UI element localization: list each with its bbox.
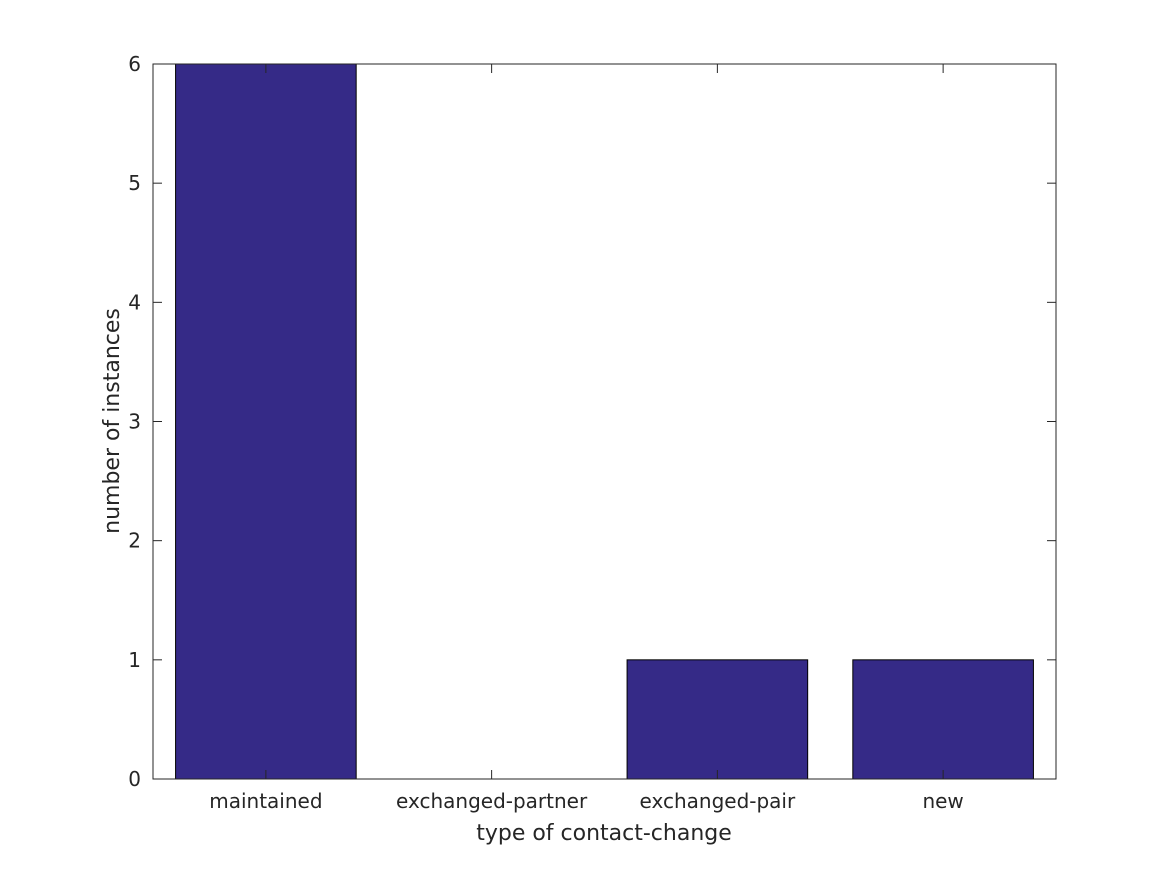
- bar-new: [852, 659, 1034, 780]
- y-tick-label: 3: [128, 410, 141, 434]
- x-tick-label: new: [922, 789, 963, 813]
- plot-area-frame: [152, 63, 1057, 780]
- x-axis-title: type of contact-change: [476, 821, 732, 846]
- bar-exchanged-pair: [626, 659, 809, 780]
- y-axis-title: number of instances: [100, 308, 125, 534]
- x-tick-label: exchanged-pair: [640, 789, 796, 813]
- x-tick-label: exchanged-partner: [396, 789, 588, 813]
- bar-maintained: [175, 63, 357, 780]
- y-tick-label: 6: [128, 52, 141, 76]
- x-tick-label: maintained: [209, 789, 322, 813]
- y-tick-label: 0: [128, 767, 141, 791]
- y-tick-label: 2: [128, 529, 141, 553]
- bars-group: [175, 63, 1034, 780]
- y-tick-label: 5: [128, 171, 141, 195]
- y-tick-labels: 0 1 2 3 4 5 6: [128, 52, 141, 791]
- x-tick-labels: maintained exchanged-partner exchanged-pai…: [209, 789, 964, 813]
- y-tick-label: 1: [128, 648, 141, 672]
- y-tick-label: 4: [128, 290, 141, 314]
